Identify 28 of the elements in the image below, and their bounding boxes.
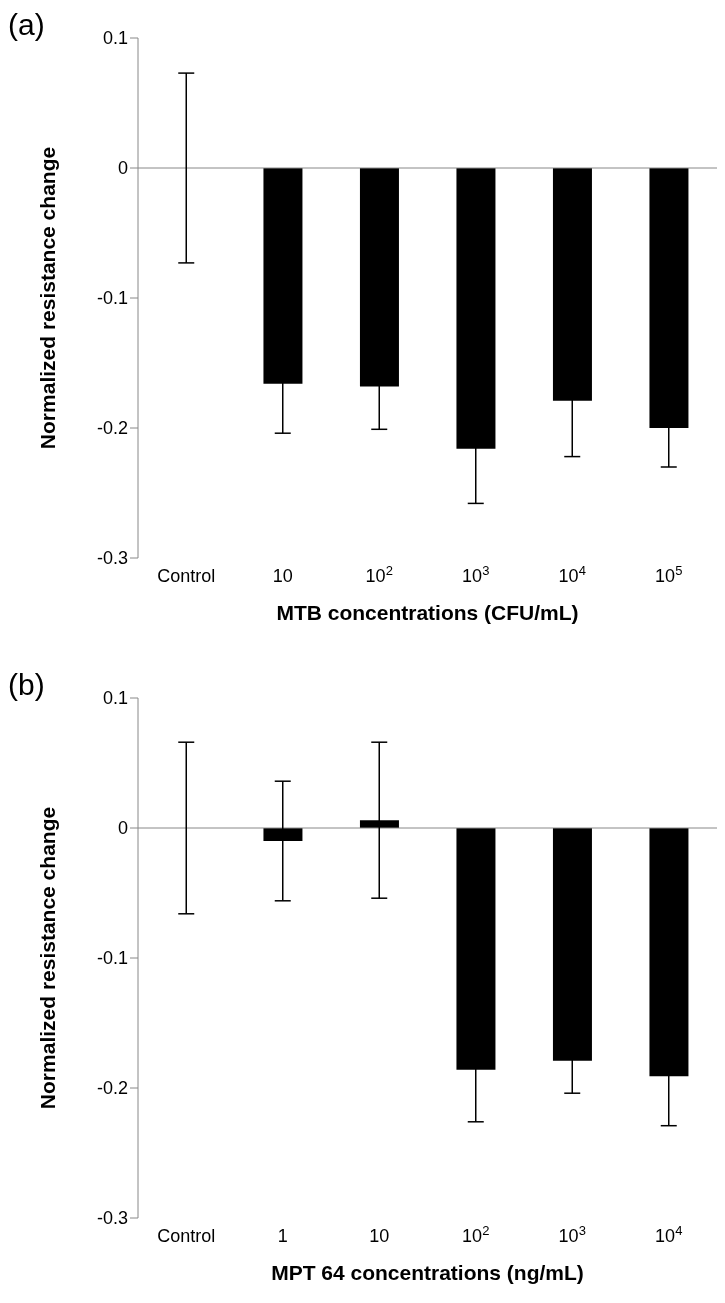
x-tick-label: 10$^{4}$ [655,1222,683,1246]
y-tick-label: -0.2 [96,1078,128,1099]
y-tick-label: -0.3 [96,548,128,569]
x-tick-label: Control [157,1226,216,1246]
x-tick-label: 10$^{2}$ [462,1222,490,1246]
x-tick-label: 10$^{2}$ [365,562,393,586]
y-tick-label: -0.1 [96,288,128,309]
x-axis-title: MTB concentrations (CFU/mL) [276,601,579,624]
y-tick-label: 0 [117,818,128,839]
x-tick-label: 10$^{3}$ [462,562,490,586]
y-tick-label: 0 [117,158,128,179]
y-axis-title: Normalized resistance change [36,806,60,1110]
x-tick-label: Control [157,566,216,586]
x-tick-label: 10$^{3}$ [558,1222,586,1246]
x-tick-label: 10$^{4}$ [558,562,586,586]
y-tick-label: 0.1 [102,688,128,709]
chart-title: (b) [8,668,45,702]
x-tick-label: 10 [272,566,293,586]
y-axis-title: Normalized resistance change [36,146,60,450]
y-tick-label: -0.2 [96,418,128,439]
x-tick-label: 10$^{5}$ [655,562,683,586]
y-tick-label: 0.1 [102,28,128,49]
y-tick-label: -0.3 [96,1208,128,1229]
x-tick-label: 1 [277,1226,288,1246]
x-tick-label: 10 [369,1226,390,1246]
x-axis-title: MPT 64 concentrations (ng/mL) [271,1261,584,1284]
chart-title: (a) [8,8,45,42]
y-tick-label: -0.1 [96,948,128,969]
